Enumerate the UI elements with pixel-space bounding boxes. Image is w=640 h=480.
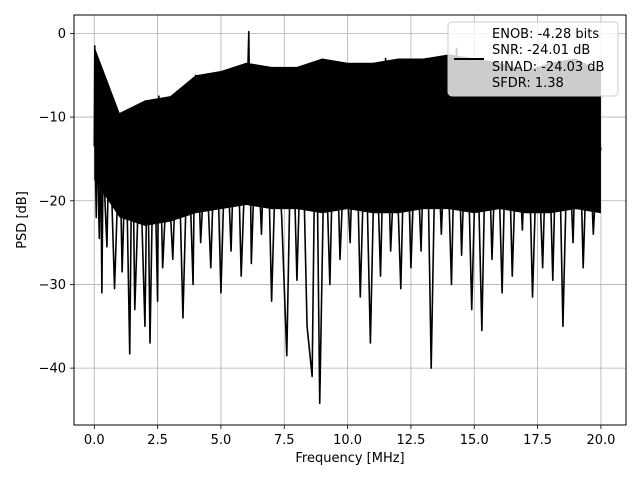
x-tick-label: 0.0: [84, 433, 105, 448]
x-tick-label: 15.0: [460, 433, 489, 448]
x-tick-label: 10.0: [333, 433, 362, 448]
y-tick-label: 0: [58, 27, 66, 42]
x-tick-label: 7.5: [274, 433, 295, 448]
legend-entry-snr: SNR: -24.01 dB: [492, 43, 590, 58]
legend-entry-sfdr: SFDR: 1.38: [492, 76, 564, 91]
legend-entry-enob: ENOB: -4.28 bits: [492, 27, 599, 42]
legend-entry-sinad: SINAD: -24.03 dB: [492, 60, 604, 75]
y-tick-label: −30: [39, 278, 66, 293]
y-axis: 0 −10 −20 −30 −40: [39, 27, 74, 377]
legend: ENOB: -4.28 bits SNR: -24.01 dB SINAD: -…: [447, 21, 619, 97]
plot-frame: [73, 14, 627, 426]
y-axis-label: PSD [dB]: [15, 191, 30, 249]
x-tick-label: 20.0: [586, 433, 615, 448]
x-axis-label: Frequency [MHz]: [295, 451, 404, 466]
y-tick-label: −10: [39, 111, 66, 126]
x-tick-label: 2.5: [147, 433, 168, 448]
x-axis: 0.0 2.5 5.0 7.5 10.0 12.5 15.0 17.5 20.0: [84, 425, 615, 448]
y-tick-label: −20: [39, 194, 66, 209]
y-tick-label: −40: [39, 362, 66, 377]
legend-box: [447, 21, 619, 97]
x-tick-label: 17.5: [523, 433, 552, 448]
x-tick-label: 5.0: [211, 433, 232, 448]
x-tick-label: 12.5: [396, 433, 425, 448]
